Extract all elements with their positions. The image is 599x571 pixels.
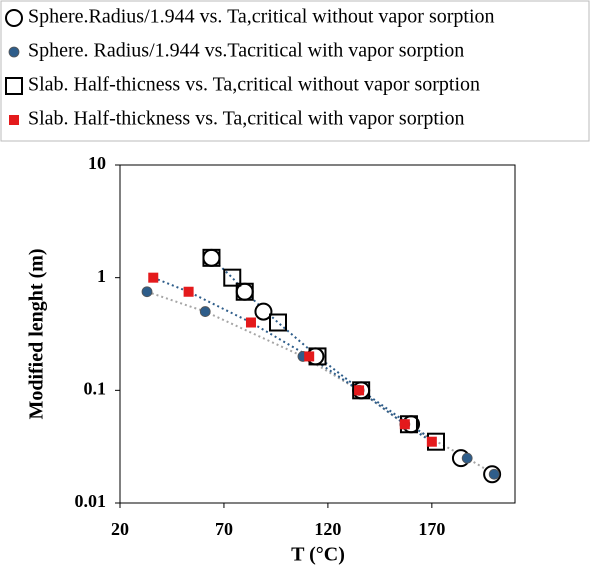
- y-tick-label: 0.01: [75, 491, 107, 511]
- point: [461, 452, 473, 464]
- legend-label: Slab. Half-thickness vs. Ta,critical wit…: [28, 108, 464, 130]
- point: [202, 248, 221, 267]
- point: [148, 272, 159, 283]
- point: [426, 436, 437, 447]
- point: [199, 306, 211, 317]
- x-tick-label: 70: [215, 519, 233, 539]
- point: [141, 286, 153, 298]
- point: [399, 419, 410, 430]
- point: [254, 302, 273, 321]
- point: [269, 313, 287, 332]
- trend-line: [210, 257, 437, 443]
- point: [245, 317, 256, 328]
- trend-line: [152, 276, 433, 443]
- x-tick-label: 120: [314, 519, 341, 539]
- point: [352, 381, 371, 400]
- legend-marker: [5, 77, 23, 95]
- legend-marker: [8, 46, 20, 58]
- point: [235, 282, 254, 301]
- legend-label: Sphere. Radius/1.944 vs.Tacritical with …: [28, 40, 464, 62]
- legend-label: Slab. Half-thicness vs. Ta,critical with…: [28, 74, 480, 96]
- y-axis-label: Modified lenght (m): [26, 248, 48, 419]
- y-tick-label: 0.1: [84, 378, 107, 398]
- x-axis-label: T (°C): [291, 544, 345, 566]
- point: [304, 351, 315, 362]
- plot-frame: [119, 164, 516, 504]
- point: [183, 286, 194, 297]
- point: [488, 468, 500, 480]
- legend-label: Sphere.Radius/1.944 vs. Ta,critical with…: [28, 6, 495, 28]
- legend-marker: [9, 115, 19, 125]
- legend-box: [0, 0, 590, 142]
- point: [202, 248, 221, 267]
- y-tick-label: 10: [88, 153, 106, 173]
- x-tick-label: 170: [418, 519, 445, 539]
- y-tick-label: 1: [97, 266, 106, 286]
- legend-marker: [5, 9, 23, 27]
- point: [223, 268, 242, 287]
- trend-line: [146, 290, 495, 476]
- x-tick-label: 20: [111, 519, 129, 539]
- point: [354, 385, 365, 396]
